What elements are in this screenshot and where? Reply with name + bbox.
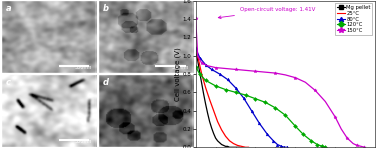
Text: d: d (103, 78, 109, 87)
Text: 500nm: 500nm (171, 65, 188, 70)
Text: b: b (103, 4, 109, 13)
Legend: Mg pellet, 25°C, 80°C, 120°C, 150°C: Mg pellet, 25°C, 80°C, 120°C, 150°C (335, 3, 372, 35)
Y-axis label: Cell voltage (V): Cell voltage (V) (175, 47, 181, 101)
Text: 500nm: 500nm (74, 65, 92, 70)
Text: Open-circuit voltage: 1.41V: Open-circuit voltage: 1.41V (218, 7, 315, 19)
Text: 500nm: 500nm (74, 139, 92, 144)
Text: a: a (6, 4, 11, 13)
Text: c: c (6, 78, 11, 87)
